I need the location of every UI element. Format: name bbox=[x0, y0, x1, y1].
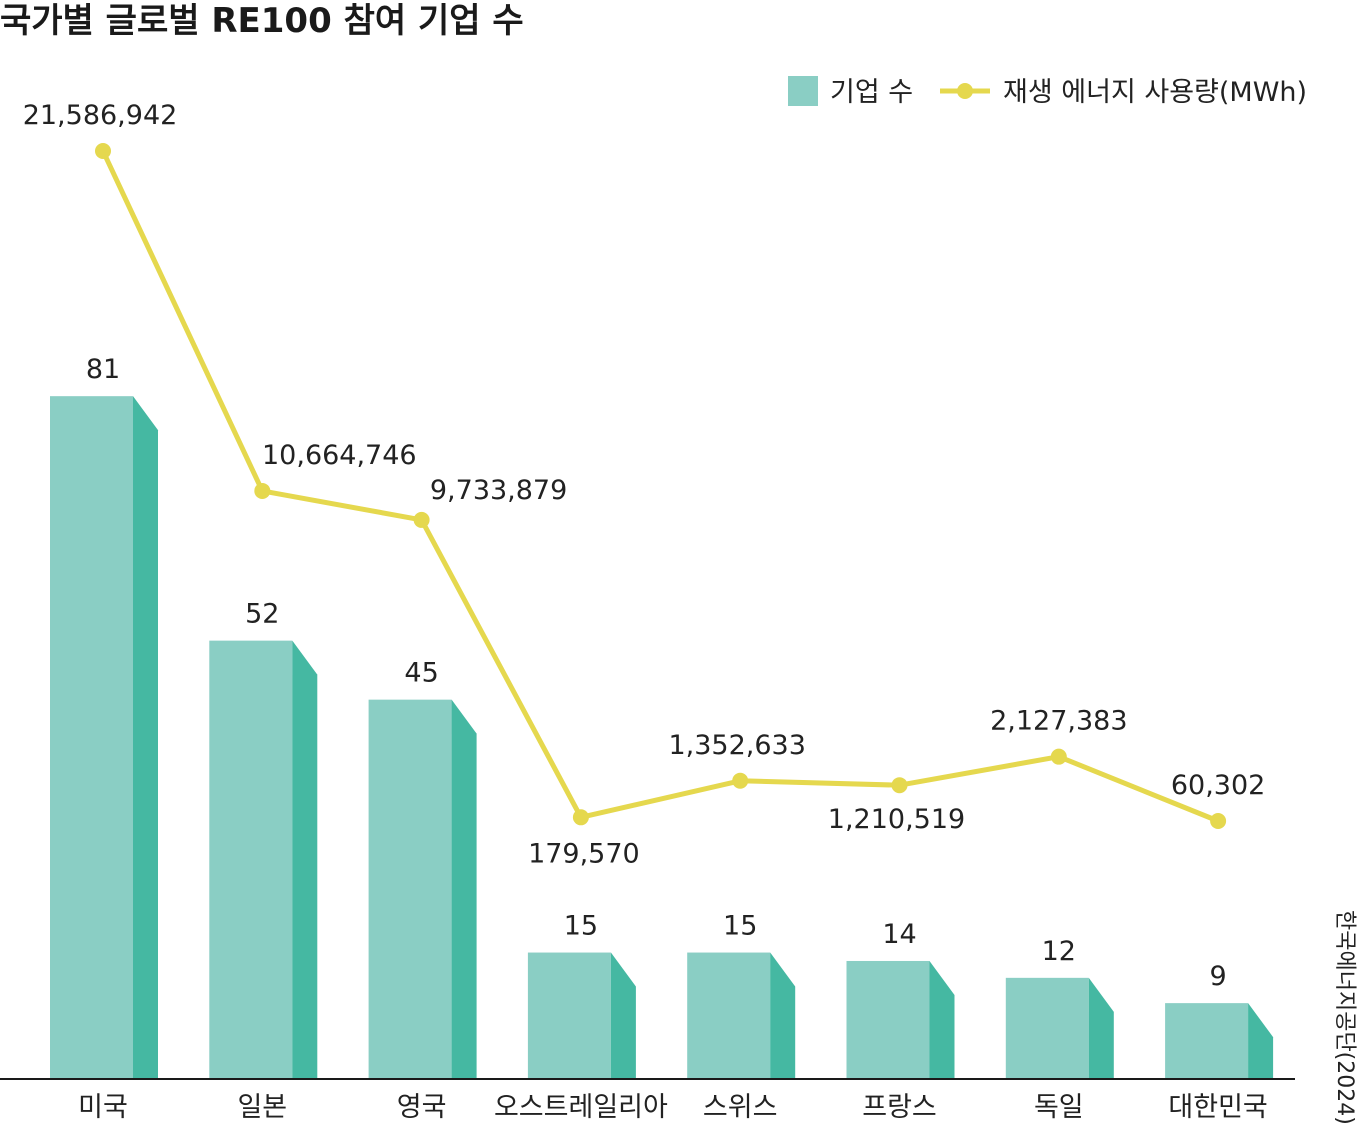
bar-front-7 bbox=[1165, 1003, 1249, 1079]
category-label-6: 독일 bbox=[1034, 1092, 1084, 1123]
bar-side-3 bbox=[610, 952, 636, 1079]
energy-value-label-4: 1,352,633 bbox=[668, 730, 805, 761]
category-label-4: 스위스 bbox=[703, 1092, 778, 1123]
bar-value-label-7: 9 bbox=[1210, 961, 1227, 992]
bar-front-4 bbox=[687, 952, 771, 1079]
category-label-7: 대한민국 bbox=[1168, 1092, 1267, 1123]
energy-line-path bbox=[100, 149, 1220, 824]
legend: 기업 수 재생 에너지 사용량(MWh) bbox=[788, 76, 1307, 108]
energy-point-2 bbox=[413, 511, 430, 528]
bar-value-label-0: 81 bbox=[86, 354, 120, 385]
bar-front-0 bbox=[50, 396, 133, 1079]
line-value-labels: 21,586,942 10,664,746 9,733,879 179,570 1,35… bbox=[23, 100, 1266, 869]
legend-label-bar: 기업 수 bbox=[830, 77, 913, 108]
bar-side-4 bbox=[770, 952, 796, 1079]
bar-side-2 bbox=[451, 699, 477, 1079]
bar-side-5 bbox=[929, 960, 955, 1079]
bar-front-3 bbox=[527, 952, 611, 1079]
energy-value-label-6: 2,127,383 bbox=[990, 706, 1127, 737]
category-labels: 미국 일본 영국 오스트레일리아 스위스 프랑스 독일 대한민국 bbox=[78, 1092, 1268, 1123]
bar-value-label-1: 52 bbox=[245, 599, 279, 630]
energy-point-3 bbox=[572, 809, 589, 826]
energy-value-label-1: 10,664,746 bbox=[262, 440, 417, 471]
energy-point-1 bbox=[254, 482, 271, 499]
category-label-1: 일본 bbox=[237, 1092, 287, 1123]
chart-title: 국가별 글로벌 RE100 참여 기업 수 bbox=[0, 1, 524, 41]
energy-point-7 bbox=[1210, 813, 1227, 829]
bars bbox=[50, 396, 1274, 1079]
energy-value-label-3: 179,570 bbox=[528, 838, 640, 869]
category-label-3: 오스트레일리아 bbox=[494, 1092, 668, 1123]
bar-front-6 bbox=[1005, 977, 1089, 1079]
energy-value-label-5: 1,210,519 bbox=[828, 804, 965, 835]
category-label-2: 영국 bbox=[397, 1092, 447, 1123]
legend-swatch-line-dot bbox=[957, 83, 973, 99]
energy-point-5 bbox=[891, 777, 908, 794]
bar-side-0 bbox=[133, 396, 158, 1079]
energy-point-0 bbox=[95, 143, 111, 159]
legend-swatch-bar bbox=[788, 76, 818, 106]
bar-value-label-5: 14 bbox=[882, 919, 916, 950]
legend-label-line: 재생 에너지 사용량(MWh) bbox=[1003, 77, 1307, 108]
bar-value-label-3: 15 bbox=[564, 911, 598, 942]
bar-front-1 bbox=[209, 640, 293, 1079]
bar-value-labels: 81 52 45 15 15 14 12 9 bbox=[86, 354, 1227, 992]
energy-point-6 bbox=[1050, 748, 1067, 765]
category-label-5: 프랑스 bbox=[862, 1092, 937, 1123]
category-label-0: 미국 bbox=[78, 1092, 128, 1123]
bar-front-2 bbox=[368, 699, 452, 1079]
energy-point-4 bbox=[732, 772, 749, 789]
energy-value-label-0: 21,586,942 bbox=[23, 100, 178, 131]
energy-value-label-7: 60,302 bbox=[1171, 770, 1265, 801]
bar-value-label-4: 15 bbox=[723, 911, 757, 942]
bar-value-label-2: 45 bbox=[404, 658, 438, 689]
bar-front-5 bbox=[846, 960, 930, 1079]
bar-side-7 bbox=[1248, 1003, 1274, 1079]
source-note: 한국에너지공단(2024) bbox=[1332, 910, 1357, 1124]
bar-side-1 bbox=[292, 640, 318, 1079]
bar-side-6 bbox=[1088, 977, 1114, 1079]
bar-value-label-6: 12 bbox=[1042, 936, 1076, 967]
energy-line bbox=[95, 143, 1227, 829]
energy-value-label-2: 9,733,879 bbox=[430, 475, 567, 506]
